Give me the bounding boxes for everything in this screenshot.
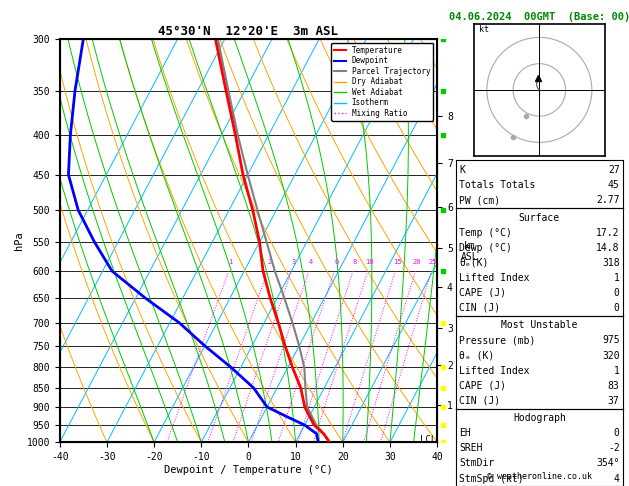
Text: 15: 15 bbox=[393, 260, 401, 265]
Text: StmDir: StmDir bbox=[459, 458, 494, 469]
Text: 318: 318 bbox=[602, 258, 620, 268]
Text: Surface: Surface bbox=[519, 212, 560, 223]
Text: K: K bbox=[459, 165, 465, 175]
Text: Most Unstable: Most Unstable bbox=[501, 320, 577, 330]
Title: 45°30'N  12°20'E  3m ASL: 45°30'N 12°20'E 3m ASL bbox=[159, 25, 338, 38]
Text: 1: 1 bbox=[614, 273, 620, 283]
Text: CIN (J): CIN (J) bbox=[459, 303, 500, 313]
Text: StmSpd (kt): StmSpd (kt) bbox=[459, 473, 524, 484]
Y-axis label: hPa: hPa bbox=[14, 231, 24, 250]
Text: kt: kt bbox=[479, 25, 489, 34]
Text: 8: 8 bbox=[353, 260, 357, 265]
Text: 17.2: 17.2 bbox=[596, 227, 620, 238]
Text: Lifted Index: Lifted Index bbox=[459, 365, 530, 376]
Text: PW (cm): PW (cm) bbox=[459, 195, 500, 205]
Text: EH: EH bbox=[459, 428, 471, 438]
Text: 1: 1 bbox=[614, 365, 620, 376]
Text: Hodograph: Hodograph bbox=[513, 413, 566, 423]
Text: 37: 37 bbox=[608, 396, 620, 406]
Y-axis label: km
ASL: km ASL bbox=[460, 241, 478, 262]
Legend: Temperature, Dewpoint, Parcel Trajectory, Dry Adiabat, Wet Adiabat, Isotherm, Mi: Temperature, Dewpoint, Parcel Trajectory… bbox=[331, 43, 433, 121]
Text: 45: 45 bbox=[608, 180, 620, 190]
Text: 27: 27 bbox=[608, 165, 620, 175]
Text: 354°: 354° bbox=[596, 458, 620, 469]
Text: Dewp (°C): Dewp (°C) bbox=[459, 243, 512, 253]
Text: θₑ (K): θₑ (K) bbox=[459, 350, 494, 361]
Text: 2: 2 bbox=[267, 260, 272, 265]
Text: CAPE (J): CAPE (J) bbox=[459, 381, 506, 391]
Text: 04.06.2024  00GMT  (Base: 00): 04.06.2024 00GMT (Base: 00) bbox=[448, 12, 629, 22]
Text: θₑ(K): θₑ(K) bbox=[459, 258, 489, 268]
Text: 0: 0 bbox=[614, 303, 620, 313]
Text: LCL: LCL bbox=[420, 435, 436, 444]
Text: 10: 10 bbox=[365, 260, 374, 265]
Text: Pressure (mb): Pressure (mb) bbox=[459, 335, 535, 346]
Text: Lifted Index: Lifted Index bbox=[459, 273, 530, 283]
Text: Temp (°C): Temp (°C) bbox=[459, 227, 512, 238]
Text: 0: 0 bbox=[614, 288, 620, 298]
Text: 6: 6 bbox=[334, 260, 338, 265]
Text: 20: 20 bbox=[413, 260, 421, 265]
Text: 0: 0 bbox=[614, 428, 620, 438]
Text: 4: 4 bbox=[614, 473, 620, 484]
Text: Totals Totals: Totals Totals bbox=[459, 180, 535, 190]
Text: 4: 4 bbox=[309, 260, 313, 265]
Text: 14.8: 14.8 bbox=[596, 243, 620, 253]
Text: 975: 975 bbox=[602, 335, 620, 346]
Text: -2: -2 bbox=[608, 443, 620, 453]
Text: 1: 1 bbox=[228, 260, 233, 265]
Text: © weatheronline.co.uk: © weatheronline.co.uk bbox=[487, 472, 592, 481]
Text: 83: 83 bbox=[608, 381, 620, 391]
Text: 320: 320 bbox=[602, 350, 620, 361]
Text: SREH: SREH bbox=[459, 443, 482, 453]
Text: 2.77: 2.77 bbox=[596, 195, 620, 205]
X-axis label: Dewpoint / Temperature (°C): Dewpoint / Temperature (°C) bbox=[164, 465, 333, 475]
Text: CIN (J): CIN (J) bbox=[459, 396, 500, 406]
Text: CAPE (J): CAPE (J) bbox=[459, 288, 506, 298]
Text: 3: 3 bbox=[291, 260, 296, 265]
Text: 25: 25 bbox=[429, 260, 437, 265]
